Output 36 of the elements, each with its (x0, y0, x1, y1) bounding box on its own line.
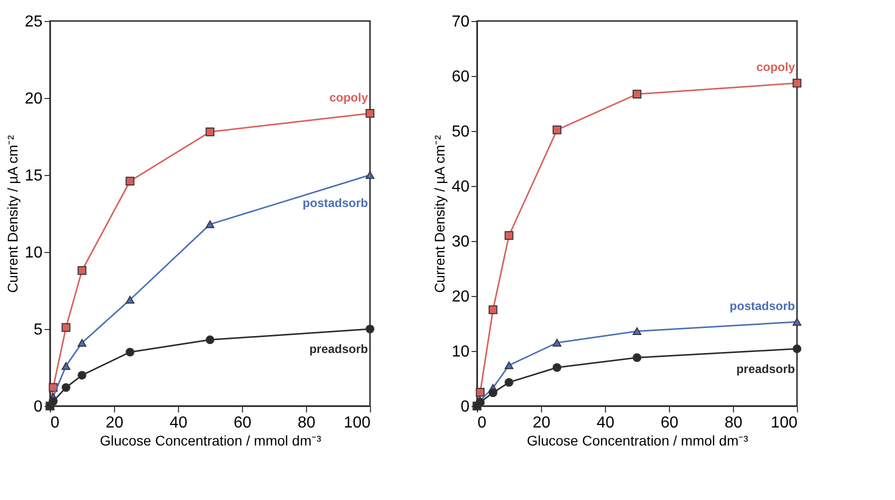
x-tick-label: 80 (298, 414, 316, 432)
y-tick-label: 20 (452, 288, 470, 306)
x-tick-label: 0 (478, 414, 486, 432)
y-tick-label: 5 (34, 322, 43, 338)
y-tick-label: 10 (24, 244, 43, 262)
x-tick-label: 60 (660, 414, 678, 432)
y-tick-label: 50 (452, 124, 470, 140)
x-tick-label: 20 (532, 414, 550, 432)
x-tick-label: 40 (170, 414, 188, 432)
y-tick-label: 70 (452, 14, 470, 30)
y-axis-title: Current Density / µA cm⁻² (4, 134, 21, 293)
y-tick-label: 0 (34, 398, 43, 416)
x-tick-label: 100 (344, 414, 371, 432)
y-tick-label: 10 (452, 344, 470, 360)
y-tick-label: 60 (452, 68, 470, 86)
x-tick-label: 80 (724, 414, 742, 432)
series-label: postadsorb (730, 298, 795, 313)
y-tick-label: 15 (24, 168, 43, 184)
y-tick-label: 0 (460, 398, 470, 416)
y-tick-label: 30 (452, 234, 470, 250)
y-tick-label: 40 (452, 178, 470, 196)
y-tick-label: 20 (24, 90, 43, 108)
x-tick-label: 100 (770, 414, 798, 432)
series-label: copoly (756, 60, 796, 74)
series-label: preadsorb (309, 342, 368, 356)
x-tick-label: 0 (50, 414, 60, 432)
series-label: preadsorb (736, 362, 795, 376)
x-tick-label: 40 (596, 414, 614, 432)
x-tick-label: 20 (106, 414, 124, 432)
x-axis-title: Glucose Concentration / mmol dm⁻³ (100, 432, 322, 448)
series-label: postadsorb (302, 196, 368, 210)
x-axis-title: Glucose Concentration / mmol dm⁻³ (526, 432, 748, 448)
x-tick-label: 60 (234, 414, 252, 432)
series-label: copoly (329, 90, 368, 104)
y-axis-title: Current Density / µA cm⁻² (432, 134, 448, 293)
y-tick-label: 25 (24, 14, 43, 30)
